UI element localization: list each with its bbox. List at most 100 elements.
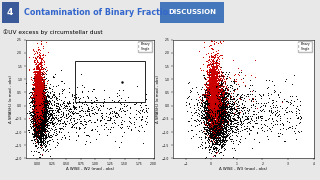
Point <box>36 82 41 85</box>
Point <box>36 76 41 79</box>
Point <box>200 86 205 89</box>
Point <box>39 97 44 100</box>
Point <box>219 114 224 117</box>
Point <box>210 102 215 104</box>
Point <box>226 101 231 104</box>
Point <box>92 113 97 116</box>
Point <box>35 120 40 123</box>
Point <box>36 101 42 104</box>
Point <box>211 102 216 105</box>
Point <box>39 128 44 131</box>
Point <box>212 113 217 116</box>
Point <box>213 102 218 105</box>
Point <box>41 76 46 79</box>
Point <box>211 76 216 79</box>
Point <box>216 89 221 92</box>
Point <box>35 117 40 120</box>
Point <box>37 155 43 158</box>
Point <box>38 102 43 104</box>
Point <box>205 110 211 113</box>
Point <box>40 141 45 144</box>
Point <box>37 103 42 105</box>
Point <box>209 93 214 96</box>
Point <box>209 100 214 103</box>
Point <box>211 147 216 150</box>
Point <box>36 105 42 107</box>
Point <box>232 97 237 100</box>
Point <box>218 119 223 122</box>
Point <box>44 100 49 102</box>
Point <box>49 120 54 123</box>
Point <box>214 101 219 104</box>
Point <box>212 123 218 126</box>
Point <box>32 108 37 111</box>
Point <box>213 104 218 107</box>
Point <box>40 121 45 124</box>
Point <box>213 125 218 127</box>
Point <box>209 77 214 80</box>
Point <box>210 112 215 115</box>
Point <box>221 100 227 103</box>
Point <box>204 109 209 112</box>
Point <box>211 107 216 110</box>
Point <box>40 99 45 102</box>
Point <box>38 113 43 116</box>
Point <box>211 117 216 120</box>
Point <box>39 85 44 88</box>
Point <box>32 100 37 103</box>
Point <box>76 106 82 109</box>
Point <box>215 119 220 122</box>
Point <box>35 105 40 108</box>
Point <box>211 96 216 99</box>
Point <box>227 106 232 109</box>
Point <box>211 94 216 97</box>
Point <box>216 110 221 112</box>
Point <box>35 125 40 128</box>
Point <box>221 100 226 103</box>
Point <box>213 130 219 133</box>
Point <box>222 108 228 111</box>
Point <box>35 110 40 113</box>
Point <box>31 86 36 89</box>
Point <box>212 107 218 110</box>
Point <box>45 122 50 124</box>
Point <box>34 135 39 138</box>
Point <box>38 125 43 128</box>
Point <box>208 65 213 68</box>
Point <box>212 87 218 90</box>
Point <box>207 122 212 125</box>
Point <box>140 116 145 119</box>
Point <box>36 128 41 131</box>
Point <box>42 62 47 65</box>
Point <box>35 121 40 123</box>
Point <box>202 110 207 113</box>
Point <box>215 110 220 113</box>
Point <box>39 82 44 85</box>
Point <box>38 66 44 69</box>
Point <box>215 105 220 108</box>
Point <box>207 145 212 148</box>
Point <box>38 78 44 81</box>
Point <box>216 113 221 116</box>
Point <box>37 130 42 133</box>
Point <box>210 96 215 99</box>
Point <box>211 75 216 78</box>
Point <box>37 108 43 111</box>
Point <box>34 90 39 93</box>
Point <box>209 118 214 121</box>
Point <box>217 97 222 100</box>
Point <box>245 121 250 124</box>
Point <box>39 107 44 110</box>
Point <box>214 102 219 105</box>
Point <box>210 99 215 102</box>
Point <box>28 127 34 129</box>
Point <box>226 104 231 107</box>
Point <box>41 126 46 129</box>
Point <box>219 111 224 114</box>
Point <box>42 109 47 112</box>
Point <box>36 106 41 109</box>
Point <box>41 122 46 125</box>
Point <box>38 103 43 106</box>
Point <box>215 117 220 120</box>
Point <box>215 108 220 111</box>
